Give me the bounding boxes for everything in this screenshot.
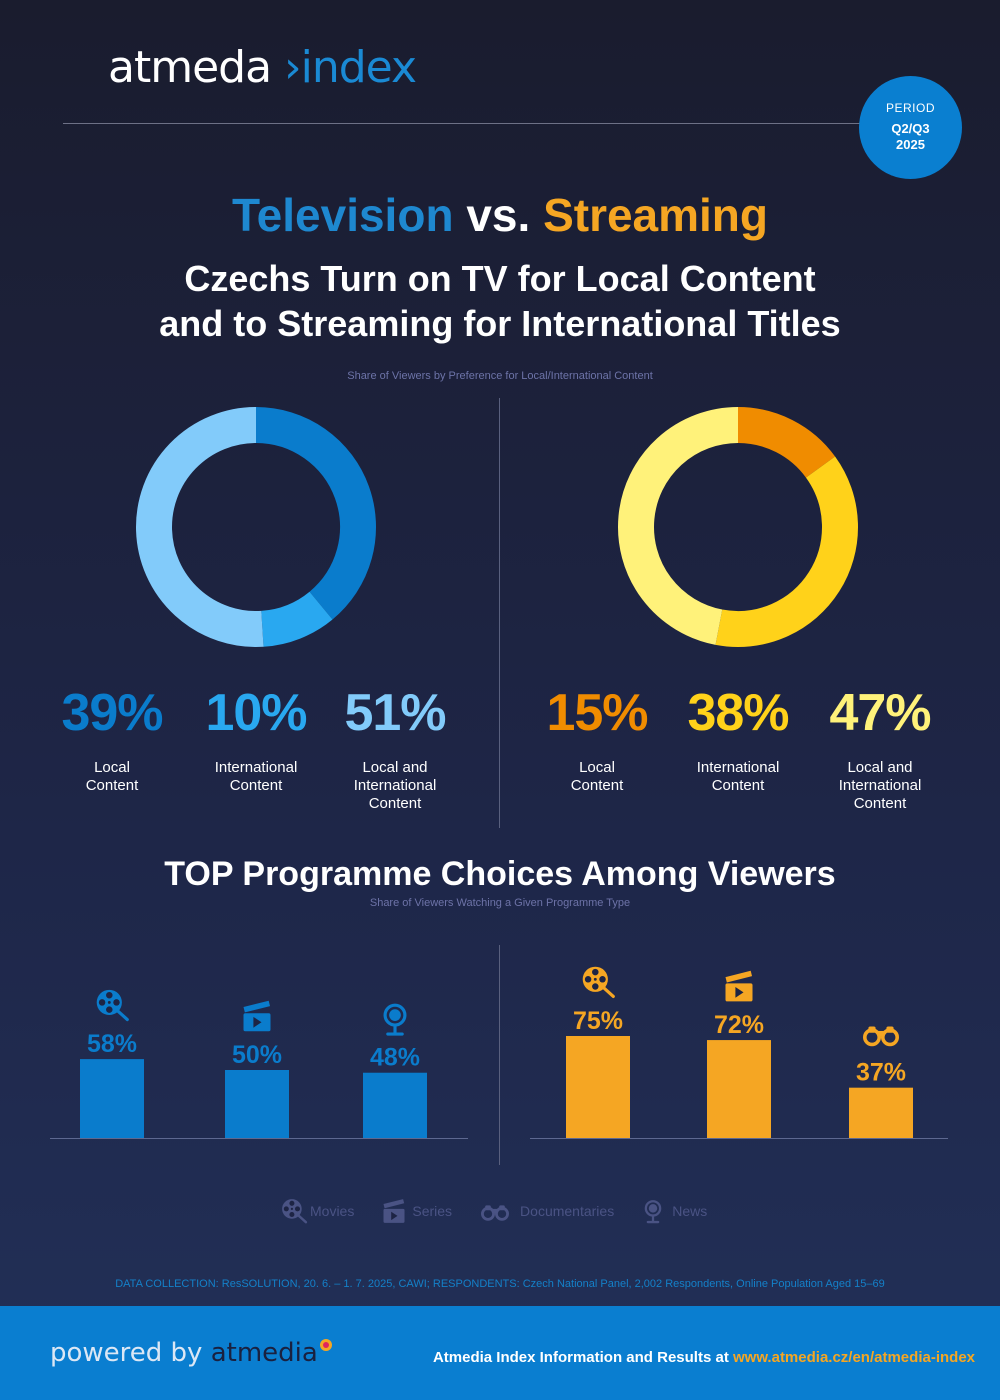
binoculars-icon [863, 1024, 899, 1047]
tv-bar-label-movies: 58% [87, 1030, 137, 1058]
tv-bar-baseline [50, 1138, 468, 1139]
tv-both-pct: 51% [344, 684, 446, 742]
donut-charts [136, 407, 858, 647]
tv-bar-chart: 58% 50% 48% [80, 988, 427, 1138]
clapperboard-icon [380, 1197, 408, 1225]
atmedia-dot-icon [319, 1339, 332, 1351]
footer-info-text: Atmedia Index Information and Results at [432, 1349, 733, 1366]
period-badge: PERIOD Q2/Q3 2025 [859, 76, 962, 179]
streaming-both-pct: 47% [829, 684, 931, 742]
tv-donut-chart [136, 407, 376, 647]
streaming-donut-slice-3 [618, 407, 739, 645]
headline-television: Television [231, 189, 454, 241]
tv-donut-slice-3 [136, 407, 264, 647]
streaming-international-label: International Content [696, 759, 780, 794]
globe-icon [383, 1003, 407, 1036]
clapperboard-icon [725, 970, 753, 1002]
headline-streaming: Streaming [543, 189, 769, 241]
tv-bar-movies [80, 1059, 144, 1138]
legend-series-label: Series [412, 1203, 453, 1219]
film-reel-icon [581, 965, 615, 998]
film-reel-icon [95, 988, 129, 1022]
globe-icon [640, 1197, 666, 1225]
streaming-bar-label-movies: 75% [573, 1007, 623, 1035]
logo-text-a: a [245, 42, 272, 93]
streaming-international-pct: 38% [687, 684, 789, 742]
atmedia-brand: atmedia [210, 1338, 318, 1368]
streaming-donut-slice-1 [737, 407, 836, 479]
clapperboard-icon [243, 1000, 271, 1032]
period-year: 2025 [896, 137, 925, 152]
streaming-bar-chart: 75% 72% 37% [566, 965, 913, 1138]
streaming-local-pct: 15% [546, 684, 648, 742]
legend-news: News [640, 1197, 707, 1225]
legend-documentaries: Documentaries [478, 1197, 614, 1225]
period-quarters: Q2/Q3 [891, 121, 930, 136]
streaming-bar-label-series: 72% [714, 1011, 764, 1039]
footer-bar [0, 1306, 1000, 1400]
tv-local-pct: 39% [61, 684, 163, 742]
powered-by-atmedia: powered by atmedia [50, 1338, 333, 1368]
streaming-bar-movies [566, 1036, 630, 1138]
film-reel-icon [280, 1197, 308, 1225]
tv-local-label: Local Content [85, 759, 139, 794]
programme-bar-charts: 58% 50% 48% 75% 72% 37% [80, 965, 913, 1138]
tv-both-label: Local and International Content [353, 759, 437, 812]
section-divider-bottom [499, 945, 500, 1165]
legend-series: Series [380, 1197, 452, 1225]
header-divider [63, 123, 873, 124]
streaming-local-label: Local Content [570, 759, 624, 794]
section-divider-top [499, 398, 500, 828]
footer-url-link[interactable]: www.atmedia.cz/en/atmedia-index [732, 1349, 975, 1366]
streaming-bar-label-documentaries: 37% [856, 1059, 906, 1087]
atmedia-index-logo: atmeda ›index [108, 42, 417, 93]
subhead-line-1: Czechs Turn on TV for Local Content [184, 258, 816, 299]
tv-donut-slice-1 [255, 407, 376, 620]
streaming-bar-baseline [530, 1138, 948, 1139]
legend-documentaries-label: Documentaries [520, 1203, 615, 1219]
powered-by-text: powered by [50, 1338, 211, 1368]
subheadline: Czechs Turn on TV for Local Content and … [0, 256, 1000, 346]
data-collection-note: DATA COLLECTION: ResSOLUTION, 20. 6. – 1… [115, 1278, 885, 1290]
headline: Television vs. Streaming [0, 188, 1000, 242]
headline-vs: vs. [453, 189, 544, 241]
tv-donut-slice-2 [260, 591, 333, 647]
streaming-donut-slice-2 [715, 456, 858, 647]
logo-text-index: ›index [271, 42, 417, 93]
subhead-line-2: and to Streaming for International Title… [159, 303, 841, 344]
donut-caption: Share of Viewers by Preference for Local… [347, 370, 653, 382]
streaming-both-label: Local and International Content [838, 759, 922, 812]
programme-legend: Movies Series Documentaries News [280, 1196, 740, 1226]
streaming-bar-series [707, 1040, 771, 1138]
programme-choices-caption: Share of Viewers Watching a Given Progra… [369, 897, 631, 909]
tv-bar-news [363, 1072, 427, 1138]
tv-international-label: International Content [214, 759, 298, 794]
legend-movies: Movies [280, 1197, 354, 1225]
programme-choices-title: TOP Programme Choices Among Viewers [164, 855, 836, 893]
legend-movies-label: Movies [310, 1203, 355, 1219]
binoculars-icon [478, 1197, 512, 1225]
tv-bar-series [225, 1070, 289, 1138]
tv-bar-label-series: 50% [232, 1041, 282, 1069]
tv-international-pct: 10% [205, 684, 307, 742]
streaming-donut-chart [618, 407, 858, 647]
footer-info: Atmedia Index Information and Results at… [433, 1349, 975, 1366]
logo-text-atmedia: atmed [108, 42, 246, 93]
tv-bar-label-news: 48% [370, 1044, 420, 1072]
streaming-bar-documentaries [849, 1087, 913, 1138]
period-label: PERIOD [885, 101, 935, 115]
legend-news-label: News [672, 1203, 708, 1219]
